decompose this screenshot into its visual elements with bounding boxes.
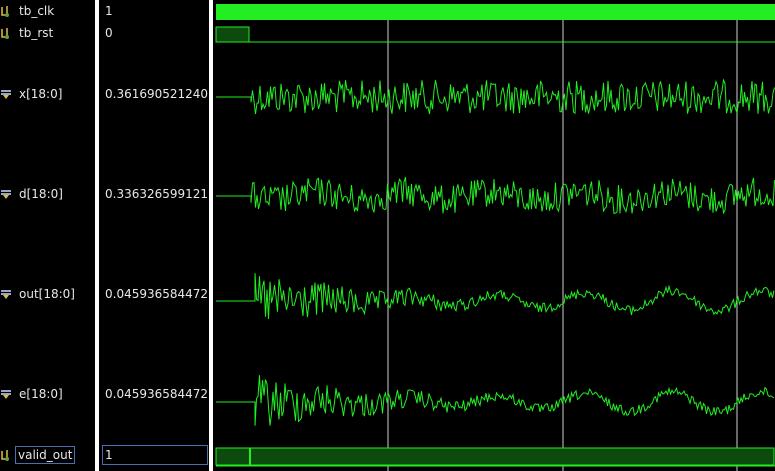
waveform-canvas[interactable] (215, 0, 775, 471)
signal-value: 0.045936584472 (105, 387, 209, 401)
signal-name-row-tb-clk[interactable]: tb_clk (0, 1, 95, 21)
wave-x (216, 78, 775, 115)
signal-name-row-d[interactable]: d[18:0] (0, 184, 95, 204)
wave-d (216, 177, 775, 215)
signal-value: 1 (105, 448, 113, 462)
wave-valid-out-low (215, 447, 251, 466)
signal-name: valid_out (15, 446, 76, 464)
pane-divider[interactable] (95, 0, 99, 471)
bus-icon (0, 88, 12, 100)
signal-value: 0 (105, 26, 113, 40)
signal-value: 0.045936584472 (105, 287, 209, 301)
wave-tb-rst-high (215, 26, 250, 43)
wave-valid-out-high (249, 447, 775, 466)
signal-name-row-e[interactable]: e[18:0] (0, 384, 95, 404)
signal-name: tb_clk (19, 4, 55, 18)
signal-name-row-out[interactable]: out[18:0] (0, 284, 95, 304)
wire-icon (0, 27, 12, 39)
signal-name: out[18:0] (19, 287, 75, 301)
signal-names-pane: tb_clk tb_rst x[18:0] d[18:0] out[18:0] … (0, 0, 95, 471)
wave-e (216, 375, 775, 426)
signal-name: tb_rst (19, 26, 54, 40)
signal-name-row-valid-out[interactable]: valid_out (0, 445, 95, 465)
signal-value: 0.361690521240 (105, 87, 209, 101)
wire-icon (0, 449, 12, 461)
bus-icon (0, 388, 12, 400)
bus-icon (0, 188, 12, 200)
signal-name-row-x[interactable]: x[18:0] (0, 84, 95, 104)
signal-name: x[18:0] (19, 87, 63, 101)
signal-name: d[18:0] (19, 187, 63, 201)
selected-value-cell[interactable]: 1 (102, 445, 208, 465)
wave-tb-clk (216, 4, 775, 20)
waveform-pane[interactable] (215, 0, 775, 471)
bus-icon (0, 288, 12, 300)
signal-name-row-tb-rst[interactable]: tb_rst (0, 23, 95, 43)
signal-name: e[18:0] (19, 387, 63, 401)
signal-value: 1 (105, 4, 113, 18)
wave-out (216, 273, 775, 319)
signal-value: 0.336326599121 (105, 187, 209, 201)
signal-values-pane: 1 0 0.361690521240 0.336326599121 0.0459… (99, 0, 209, 471)
wire-icon (0, 5, 12, 17)
pane-divider[interactable] (209, 0, 213, 471)
